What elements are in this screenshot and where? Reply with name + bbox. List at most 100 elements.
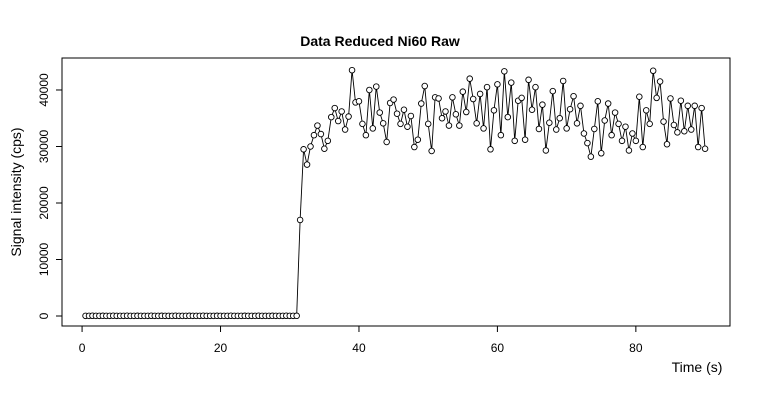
data-point <box>674 129 681 136</box>
data-point <box>549 87 557 95</box>
data-point <box>670 121 678 129</box>
data-point <box>584 139 591 147</box>
data-point <box>494 81 501 88</box>
data-point <box>639 143 647 151</box>
x-tick-label: 0 <box>79 341 86 355</box>
data-point <box>456 122 463 129</box>
data-point <box>701 145 709 152</box>
x-tick-label: 60 <box>491 341 505 355</box>
data-point <box>383 138 390 146</box>
data-point <box>435 95 442 102</box>
data-point <box>348 66 356 74</box>
data-point <box>518 94 525 102</box>
data-point <box>397 120 404 128</box>
data-point <box>324 137 332 145</box>
data-point <box>497 131 505 139</box>
x-tick-label: 80 <box>629 341 643 355</box>
data-point <box>373 83 380 90</box>
data-point <box>580 130 588 137</box>
data-point <box>345 113 352 120</box>
data-point <box>625 147 633 154</box>
data-point <box>466 75 473 82</box>
data-point <box>563 125 570 132</box>
data-point <box>528 106 536 114</box>
data-point <box>660 118 667 125</box>
data-point <box>615 120 622 128</box>
data-point <box>328 113 335 121</box>
data-point <box>677 97 685 104</box>
data-point <box>573 120 581 127</box>
data-point <box>608 131 615 139</box>
data-point <box>687 126 695 133</box>
data-point <box>487 146 494 153</box>
data-point <box>366 86 373 94</box>
data-point <box>379 120 387 127</box>
data-point <box>667 95 674 102</box>
data-point <box>341 126 349 133</box>
data-point <box>414 136 422 143</box>
data-point <box>404 123 411 130</box>
data-point <box>317 130 325 138</box>
data-point <box>694 143 702 151</box>
data-point <box>553 126 560 133</box>
data-point <box>594 98 602 105</box>
y-tick-label: 40000 <box>37 73 51 107</box>
x-tick-label: 40 <box>352 341 366 355</box>
data-point <box>321 145 328 152</box>
data-point <box>570 92 577 100</box>
data-point <box>542 147 550 154</box>
data-point <box>428 147 435 155</box>
data-point <box>359 120 366 128</box>
data-point <box>521 136 529 143</box>
y-tick-label: 20000 <box>37 186 51 220</box>
data-point <box>490 107 498 114</box>
data-point <box>656 78 664 85</box>
data-point <box>597 150 605 157</box>
data-point <box>376 109 383 116</box>
series-line <box>85 70 706 317</box>
data-point <box>591 125 598 133</box>
data-point <box>653 94 660 102</box>
data-point <box>480 125 487 132</box>
data-point <box>293 312 300 320</box>
y-tick-label: 0 <box>37 312 51 319</box>
data-point <box>546 119 553 127</box>
data-point <box>300 146 307 153</box>
data-point <box>421 82 428 90</box>
data-point <box>559 77 567 85</box>
data-point <box>587 153 595 160</box>
data-point <box>601 117 608 124</box>
data-point <box>539 101 546 108</box>
data-point <box>684 102 692 110</box>
chart-title: Data Reduced Ni60 Raw <box>300 33 460 49</box>
data-point <box>369 125 377 132</box>
data-point <box>393 110 401 117</box>
data-point <box>400 106 408 114</box>
y-axis-label: Signal intensity (cps) <box>8 127 24 256</box>
data-point <box>307 143 314 150</box>
data-point <box>338 108 345 115</box>
data-point <box>362 131 370 139</box>
data-point <box>411 143 418 151</box>
data-point <box>508 79 515 86</box>
data-point <box>449 94 456 101</box>
x-tick-label: 20 <box>214 341 228 355</box>
data-point <box>459 88 467 95</box>
data-point <box>303 161 311 168</box>
data-point <box>556 114 563 122</box>
data-point <box>310 131 318 139</box>
data-point <box>604 100 612 107</box>
data-point <box>681 127 688 135</box>
data-point <box>532 83 539 91</box>
plot-frame <box>61 57 731 327</box>
data-point <box>611 109 619 116</box>
data-point <box>296 216 304 224</box>
data-point <box>407 112 415 120</box>
data-point <box>445 122 453 129</box>
data-point <box>649 67 657 75</box>
data-point <box>698 104 705 112</box>
x-axis-label: Time (s) <box>672 359 723 375</box>
data-point <box>622 123 629 130</box>
data-point <box>463 108 470 116</box>
